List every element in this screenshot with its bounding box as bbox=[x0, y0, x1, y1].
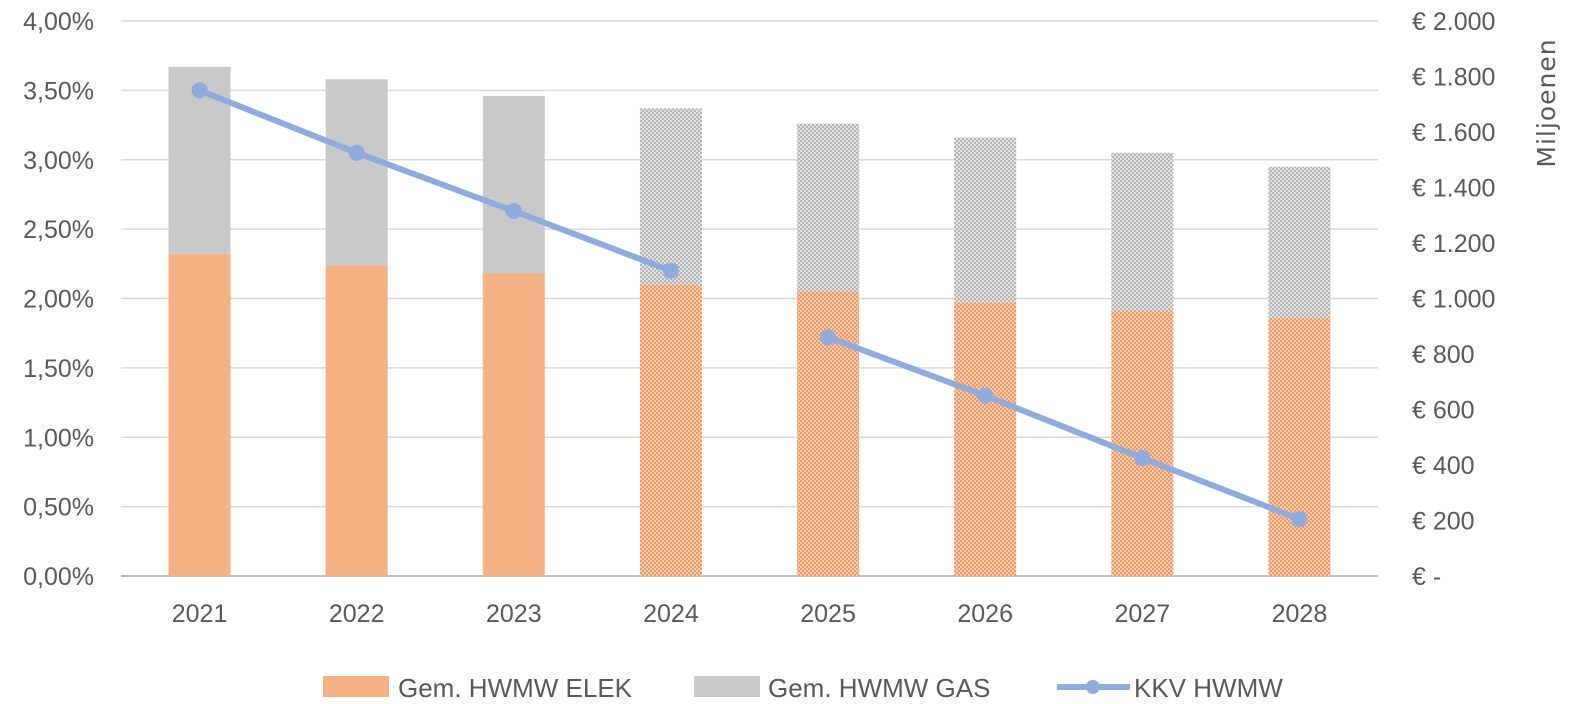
kkv-point bbox=[977, 387, 994, 404]
bar-gas bbox=[482, 95, 545, 274]
right-tick-label: € 2.000 bbox=[1412, 8, 1495, 36]
bar-elek bbox=[168, 254, 231, 576]
legend-swatch-elek bbox=[323, 676, 389, 697]
bar-elek bbox=[1268, 317, 1331, 576]
legend-label-elek: Gem. HWMW ELEK bbox=[398, 673, 633, 703]
right-tick-label: € - bbox=[1412, 563, 1441, 591]
left-tick-label: 1,50% bbox=[23, 355, 94, 383]
kkv-point bbox=[820, 329, 837, 346]
left-tick-label: 1,00% bbox=[23, 424, 94, 452]
kkv-point bbox=[662, 262, 679, 279]
right-tick-label: € 200 bbox=[1412, 508, 1475, 536]
bar-gas bbox=[954, 137, 1017, 303]
x-tick-label: 2021 bbox=[172, 600, 228, 628]
kkv-point bbox=[348, 144, 365, 161]
kkv-point bbox=[505, 203, 522, 220]
bar-elek bbox=[639, 284, 702, 576]
x-tick-label: 2026 bbox=[957, 600, 1013, 628]
right-axis: € - € 200 € 400 € 600 € 800 € 1.000 € 1.200 € 1… bbox=[1412, 8, 1495, 591]
left-tick-label: 0,00% bbox=[23, 563, 94, 591]
bar-elek bbox=[954, 302, 1017, 576]
legend: Gem. HWMW ELEK Gem. HWMW GAS KKV HWMW bbox=[323, 673, 1283, 703]
left-tick-label: 3,50% bbox=[23, 77, 94, 105]
kkv-line bbox=[191, 82, 1308, 528]
x-tick-label: 2027 bbox=[1115, 600, 1171, 628]
right-axis-title: Miljoenen bbox=[1532, 38, 1561, 167]
left-tick-label: 0,50% bbox=[23, 494, 94, 522]
legend-item-kkv: KKV HWMW bbox=[1057, 673, 1283, 703]
legend-swatch-gas bbox=[694, 676, 760, 697]
kkv-line-segment bbox=[825, 334, 1303, 523]
x-axis: 2021 2022 2023 2024 2025 2026 2027 2028 bbox=[172, 600, 1328, 628]
left-axis: 0,00% 0,50% 1,00% 1,50% 2,00% 2,50% 3,00% 3,50%… bbox=[23, 8, 94, 591]
legend-label-kkv: KKV HWMW bbox=[1134, 673, 1283, 703]
right-tick-label: € 1.200 bbox=[1412, 230, 1495, 258]
bar-gas bbox=[1268, 166, 1331, 318]
x-tick-label: 2022 bbox=[329, 600, 385, 628]
legend-item-gas: Gem. HWMW GAS bbox=[694, 673, 990, 703]
bars bbox=[168, 66, 1331, 576]
left-tick-label: 4,00% bbox=[23, 8, 94, 36]
right-tick-label: € 400 bbox=[1412, 452, 1475, 480]
x-tick-label: 2025 bbox=[800, 600, 856, 628]
right-tick-label: € 600 bbox=[1412, 397, 1475, 425]
bar-elek bbox=[482, 273, 545, 576]
bar-elek bbox=[325, 265, 388, 576]
kkv-point bbox=[1134, 450, 1151, 467]
right-tick-label: € 1.000 bbox=[1412, 286, 1495, 314]
bar-gas bbox=[797, 123, 860, 292]
x-tick-label: 2023 bbox=[486, 600, 542, 628]
bar-gas bbox=[639, 108, 702, 285]
legend-item-elek: Gem. HWMW ELEK bbox=[323, 673, 633, 703]
legend-marker-kkv bbox=[1086, 680, 1100, 694]
x-tick-label: 2024 bbox=[643, 600, 699, 628]
right-tick-label: € 1.800 bbox=[1412, 64, 1495, 92]
right-tick-label: € 800 bbox=[1412, 341, 1475, 369]
left-tick-label: 2,50% bbox=[23, 216, 94, 244]
x-tick-label: 2028 bbox=[1272, 600, 1328, 628]
legend-label-gas: Gem. HWMW GAS bbox=[768, 673, 990, 703]
left-tick-label: 3,00% bbox=[23, 147, 94, 175]
kkv-line-segment bbox=[196, 87, 674, 274]
left-tick-label: 2,00% bbox=[23, 286, 94, 314]
gridlines bbox=[121, 20, 1378, 577]
bar-elek bbox=[1111, 310, 1174, 576]
kkv-point bbox=[1291, 511, 1308, 528]
bar-gas bbox=[1111, 152, 1174, 311]
bar-gas bbox=[325, 79, 388, 266]
right-tick-label: € 1.400 bbox=[1412, 175, 1495, 203]
right-tick-label: € 1.600 bbox=[1412, 119, 1495, 147]
kkv-point bbox=[191, 82, 208, 99]
